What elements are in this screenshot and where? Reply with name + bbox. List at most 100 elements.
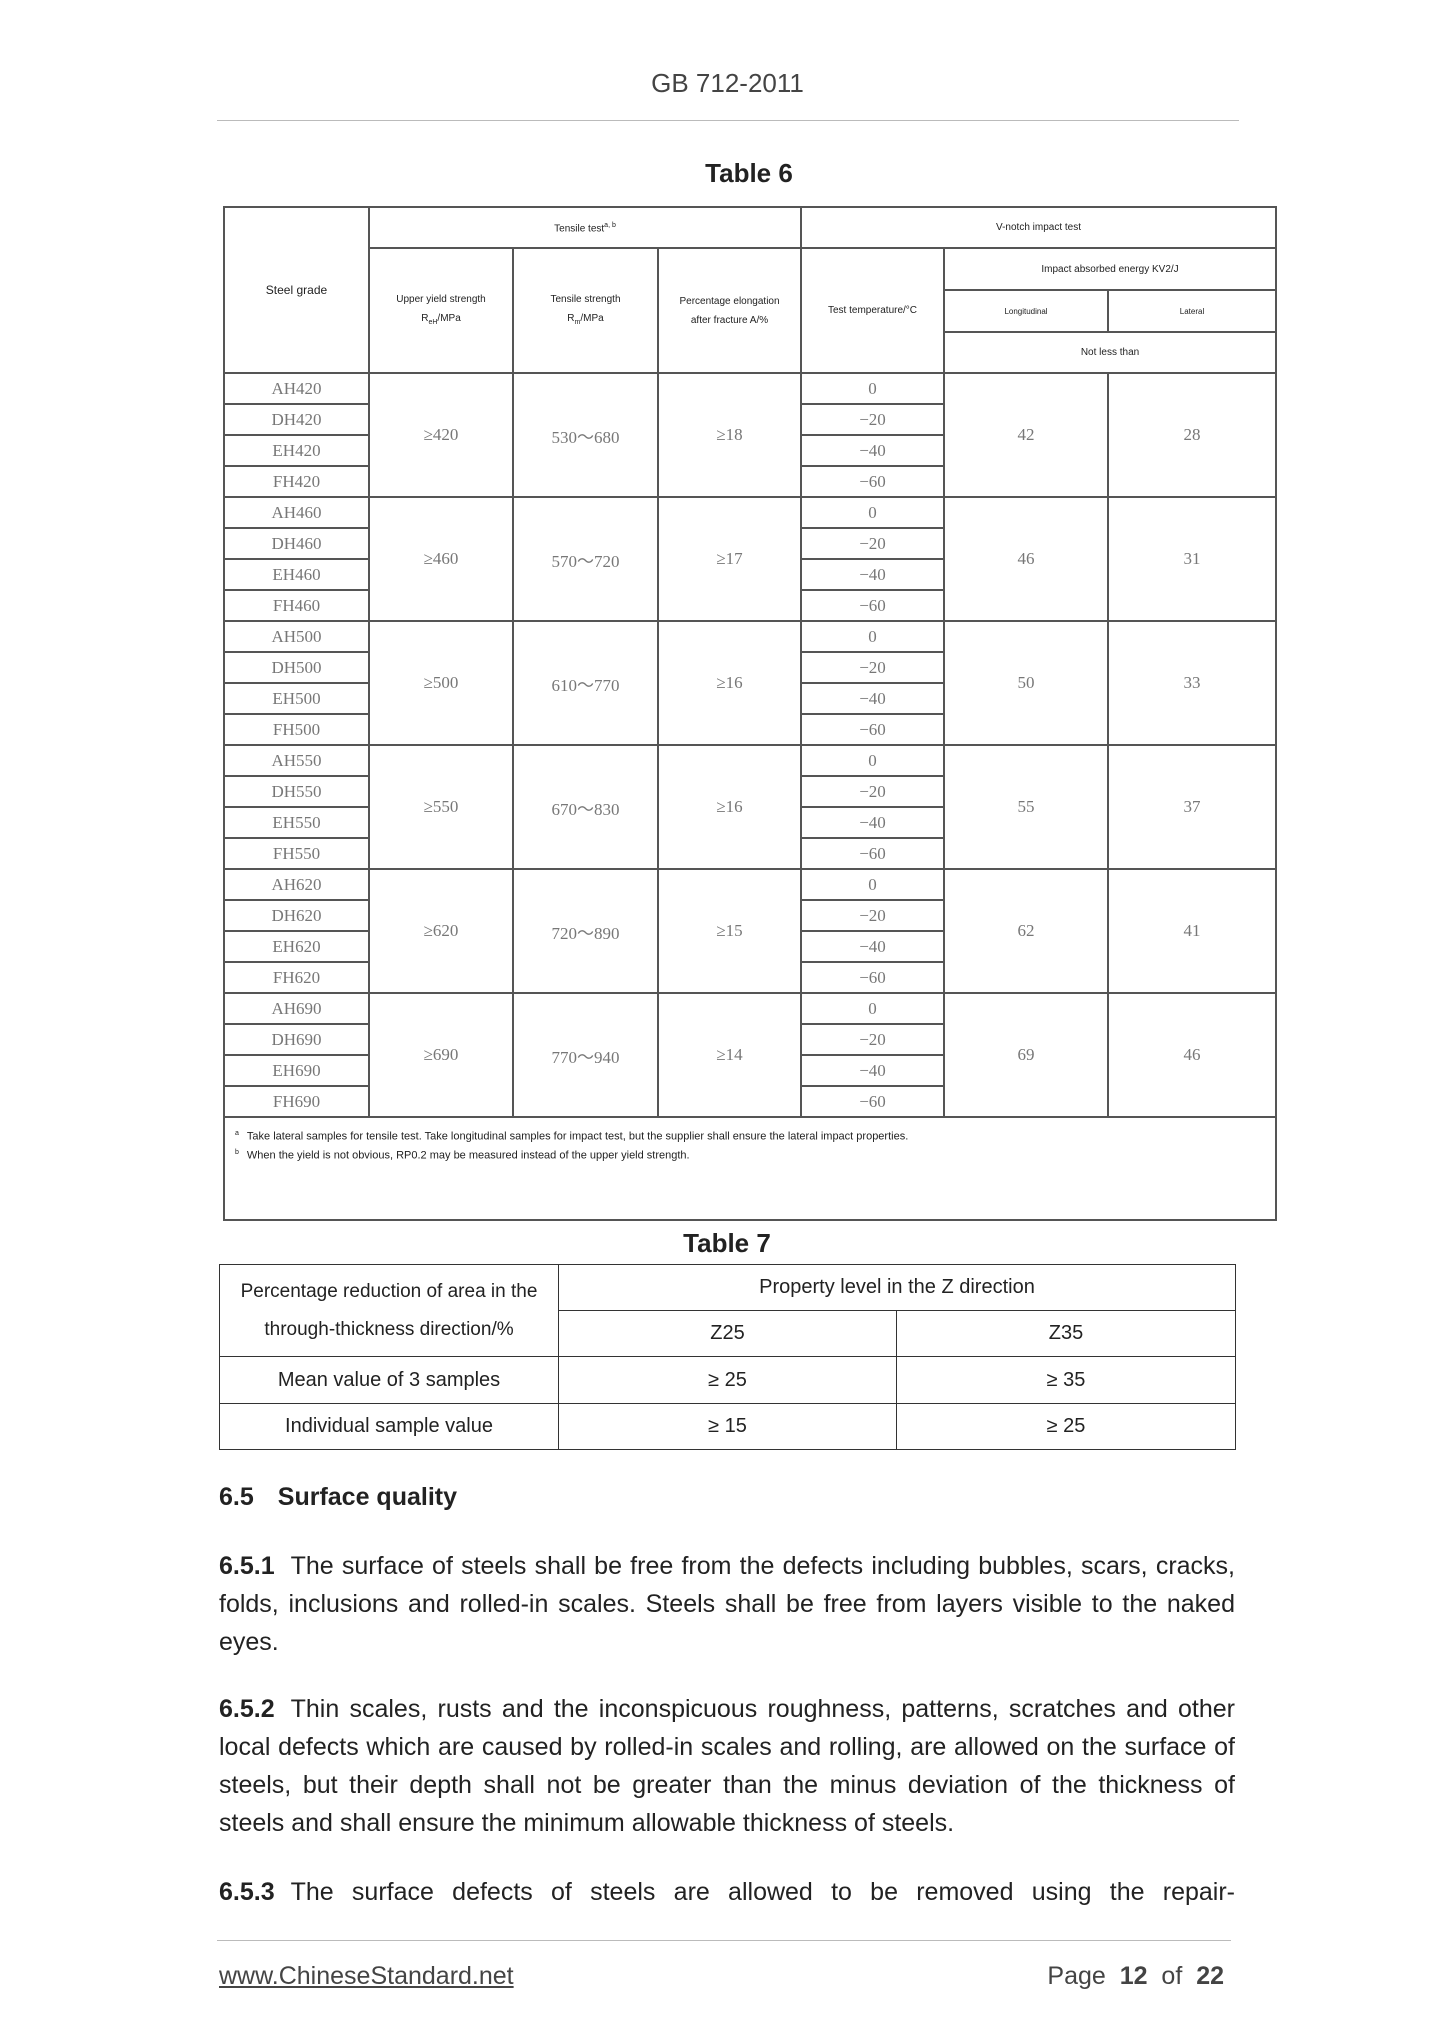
test-temperature-cell: −60 [800, 589, 946, 622]
longitudinal-energy-cell: 55 [943, 744, 1110, 870]
cell-value: ≥ 25 [558, 1356, 897, 1404]
steel-grade-cell: AH690 [223, 992, 370, 1025]
table-row: AH550 ≥550 670～830 ≥16 0 55 37 [223, 744, 1278, 870]
document-id-header: GB 712-2011 [651, 68, 804, 98]
table-row: EH550 −40 [223, 806, 1276, 839]
tensile-strength-unit: Rm/MPa [567, 312, 604, 326]
footnote-mark: a [235, 1130, 239, 1137]
row-header-line2: through-thickness direction/% [264, 1318, 514, 1340]
test-temperature-cell: −20 [800, 775, 946, 808]
test-temperature-cell: 0 [800, 744, 946, 777]
test-temperature-cell: −40 [800, 1054, 946, 1087]
tensile-strength-cell: 720～890 [512, 868, 659, 994]
table-row: EH620 −40 [223, 930, 1276, 963]
test-temperature-cell: −60 [800, 465, 946, 498]
table-row: DH550 −20 [223, 775, 1276, 808]
table-row: AH460 ≥460 570～720 ≥17 0 46 31 [223, 496, 1278, 622]
elongation-cell: ≥14 [656, 992, 803, 1118]
table-row: DH420 −20 [223, 403, 1276, 436]
table-row: Mean value of 3 samples ≥ 25 ≥ 35 [219, 1356, 1236, 1404]
elongation-cell: ≥16 [656, 744, 803, 870]
header-vnotch: V-notch impact test [800, 206, 1278, 249]
lateral-energy-cell: 37 [1107, 744, 1278, 870]
test-temperature-cell: 0 [800, 372, 946, 405]
tensile-strength-cell: 570～720 [512, 496, 659, 622]
table-row: EH500 −40 [223, 682, 1276, 715]
test-temperature-cell: −40 [800, 806, 946, 839]
steel-grade-cell: DH460 [223, 527, 370, 560]
table-row: DH460 −20 [223, 527, 1276, 560]
longitudinal-energy-cell: 50 [943, 620, 1110, 746]
table-row: EH460 −40 [223, 558, 1276, 591]
steel-grade-cell: FH550 [223, 837, 370, 870]
elongation-label-2: after fracture A/% [690, 314, 769, 326]
steel-grade-cell: AH500 [223, 620, 370, 653]
test-temperature-cell: −40 [800, 682, 946, 715]
table-row: FH460 −60 [223, 589, 1276, 622]
table-row: FH420 −60 [223, 465, 1276, 498]
yield-strength-cell: ≥620 [368, 868, 514, 994]
tensile-strength-cell: 530～680 [512, 372, 659, 498]
test-temperature-cell: −20 [800, 527, 946, 560]
footnote-mark: b [235, 1148, 239, 1156]
elongation-cell: ≥15 [656, 868, 803, 994]
yield-strength-cell: ≥460 [368, 496, 514, 622]
header-not-less-than: Not less than [943, 331, 1278, 374]
table-row: AH690 ≥690 770～940 ≥14 0 69 46 [223, 992, 1278, 1118]
table7-row-header: Percentage reduction of area in the throu… [219, 1264, 559, 1357]
steel-grade-cell: EH620 [223, 930, 370, 963]
page-indicator: Page 12 of 22 [1047, 1962, 1224, 1990]
steel-grade-cell: EH420 [223, 434, 370, 467]
elongation-label: Percentage elongation [679, 295, 780, 307]
header-elongation: Percentage elongation after fracture A/% [656, 247, 803, 374]
steel-grade-cell: AH550 [223, 744, 370, 777]
steel-grade-cell: AH620 [223, 868, 370, 901]
footnote-text: When the yield is not obvious, RP0.2 may… [246, 1149, 690, 1162]
yield-strength-cell: ≥420 [368, 372, 514, 498]
footnote: b When the yield is not obvious, RP0.2 ma… [235, 1145, 1265, 1164]
table7-title: Table 7 [683, 1228, 771, 1258]
steel-grade-cell: FH500 [223, 713, 370, 746]
steel-grade-cell: EH500 [223, 682, 370, 715]
table-row: FH550 −60 [223, 837, 1276, 870]
test-temperature-cell: 0 [800, 620, 946, 653]
tensile-strength-cell: 770～940 [512, 992, 659, 1118]
table7-level-z25: Z25 [558, 1310, 897, 1357]
table-row: FH620 −60 [223, 961, 1276, 994]
header-divider [217, 120, 1239, 121]
header-steel-grade: Steel grade [223, 206, 370, 374]
elongation-cell: ≥18 [656, 372, 803, 498]
header-lateral: Lateral [1107, 289, 1278, 333]
steel-grade-cell: FH460 [223, 589, 370, 622]
cell-value: ≥ 15 [558, 1403, 897, 1450]
table-row: AH420 ≥420 530～680 ≥18 0 42 28 [223, 372, 1278, 498]
longitudinal-energy-cell: 46 [943, 496, 1110, 622]
lateral-energy-cell: 41 [1107, 868, 1278, 994]
upper-yield-label: Upper yield strength [396, 293, 486, 305]
table-row: Individual sample value ≥ 15 ≥ 25 [219, 1403, 1236, 1450]
paragraph-6-5-2: 6.5.2 Thin scales, rusts and the inconspi… [219, 1695, 1235, 1837]
table-row: AH620 ≥620 720～890 ≥15 0 62 41 [223, 868, 1278, 994]
table7-property-level: Property level in the Z direction [558, 1264, 1236, 1311]
steel-grade-cell: DH550 [223, 775, 370, 808]
steel-grade-cell: AH460 [223, 496, 370, 529]
tensile-test-label: Tensile test [554, 223, 605, 235]
table-row: EH690 −40 [223, 1054, 1276, 1087]
elongation-cell: ≥16 [656, 620, 803, 746]
table6-title: Table 6 [705, 158, 793, 188]
footnote-text: Take lateral samples for tensile test. T… [246, 1130, 909, 1143]
test-temperature-cell: −40 [800, 930, 946, 963]
steel-grade-cell: DH420 [223, 403, 370, 436]
steel-grade-cell: EH690 [223, 1054, 370, 1087]
yield-strength-cell: ≥690 [368, 992, 514, 1118]
test-temperature-cell: 0 [800, 868, 946, 901]
test-temperature-cell: −60 [800, 1085, 946, 1118]
steel-grade-cell: DH620 [223, 899, 370, 932]
footer-divider [217, 1940, 1231, 1941]
test-temperature-cell: −20 [800, 403, 946, 436]
test-temperature-cell: 0 [800, 992, 946, 1025]
header-upper-yield: Upper yield strength ReH/MPa [368, 247, 514, 374]
section-heading: 6.5 Surface quality [219, 1483, 457, 1511]
tensile-footnote-ref: a, b [604, 222, 616, 230]
website-link[interactable]: www.ChineseStandard.net [219, 1962, 514, 1990]
